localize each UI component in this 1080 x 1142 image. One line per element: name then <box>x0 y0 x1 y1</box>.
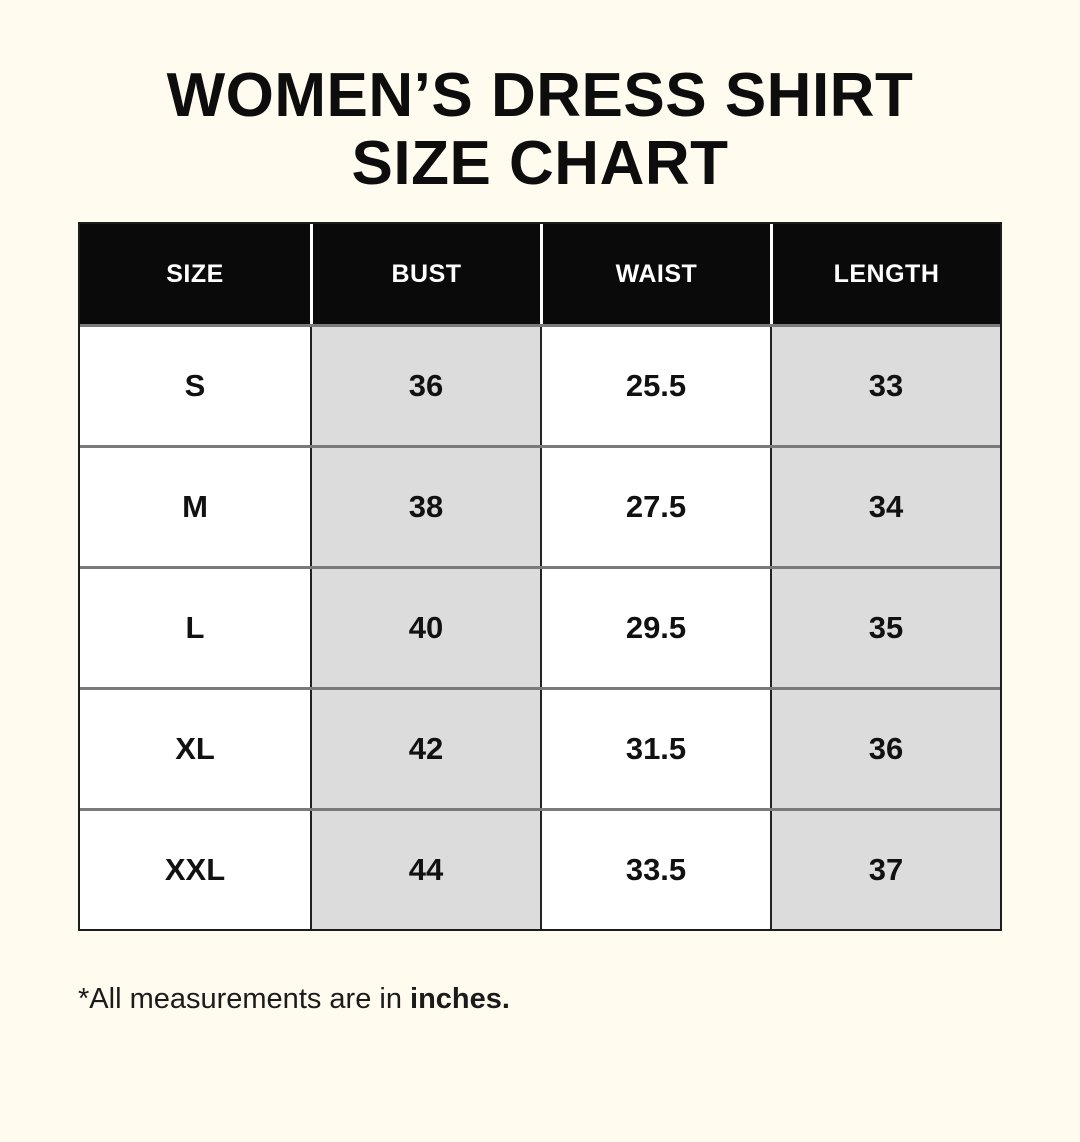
table-cell: 25.5 <box>540 327 770 446</box>
column-header: BUST <box>310 224 540 325</box>
column-header: LENGTH <box>770 224 1000 325</box>
column-header: SIZE <box>166 259 224 288</box>
table-cell: L <box>80 569 310 688</box>
table-cell: 33 <box>770 327 1000 446</box>
table-row: M 38 27.5 34 <box>80 445 1000 567</box>
footnote-text: *All measurements are in <box>78 983 411 1016</box>
table-cell: 40 <box>310 569 540 688</box>
table-cell: 34 <box>770 448 1000 567</box>
footnote: *All measurements are in inches. <box>78 983 1080 1016</box>
table-cell: 27.5 <box>540 448 770 567</box>
table-row: L 40 29.5 35 <box>80 566 1000 688</box>
table-cell: 42 <box>310 690 540 809</box>
size-chart-table: SIZE BUST WAIST LENGTH S 36 25.5 33 M 38 27.5 34 L 4… <box>78 222 1002 932</box>
page-title-line-2: SIZE CHART <box>351 129 729 199</box>
table-cell: 36 <box>310 327 540 446</box>
table-cell: 33.5 <box>540 811 770 930</box>
table-header-row: SIZE BUST WAIST LENGTH <box>80 224 1000 325</box>
table-cell: XL <box>80 690 310 809</box>
table-cell: S <box>80 327 310 446</box>
table-cell: M <box>80 448 310 567</box>
column-header: WAIST <box>540 224 770 325</box>
table-row: XL 42 31.5 36 <box>80 687 1000 809</box>
table-row: XXL 44 33.5 37 <box>80 808 1000 930</box>
page-title: WOMEN’S DRESS SHIRT SIZE CHART <box>0 61 1080 199</box>
table-row: S 36 25.5 33 <box>80 324 1000 446</box>
table-cell: 37 <box>770 811 1000 930</box>
page-title-line-1: WOMEN’S DRESS SHIRT <box>166 61 914 130</box>
table-cell: 31.5 <box>540 690 770 809</box>
table-cell: 38 <box>310 448 540 567</box>
table-cell: 44 <box>310 811 540 930</box>
table-cell: 35 <box>770 569 1000 688</box>
footnote-emphasis: inches. <box>410 983 510 1016</box>
table-cell: 36 <box>770 690 1000 809</box>
table-cell: 29.5 <box>540 569 770 688</box>
table-body: S 36 25.5 33 M 38 27.5 34 L 40 29.5 35 XL 42 31.5 36 XXL… <box>80 324 1000 930</box>
table-cell: XXL <box>80 811 310 930</box>
